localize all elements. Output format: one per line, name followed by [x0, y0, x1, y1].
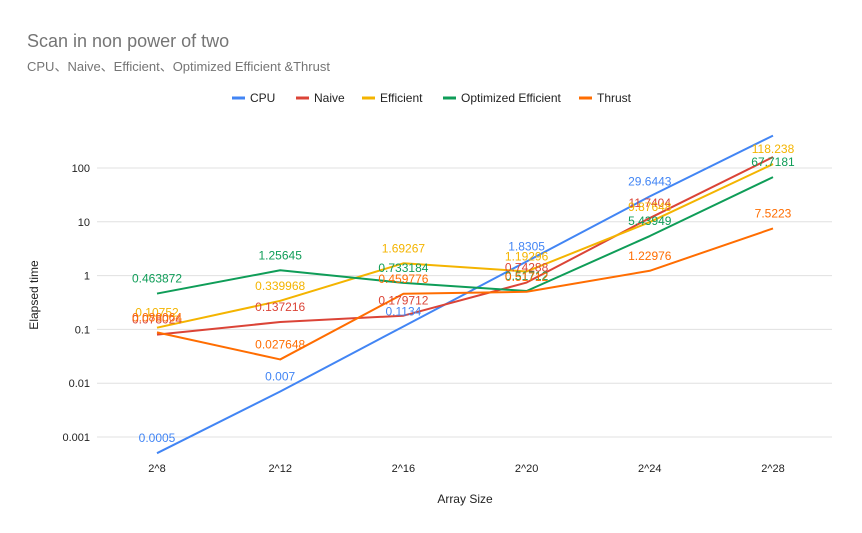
data-label: 1.19296: [505, 249, 549, 263]
series-line-naive: [156, 156, 774, 336]
y-axis-title: Elapsed time: [27, 260, 41, 330]
data-label: 29.6443: [628, 174, 672, 188]
data-label: 0.51712: [505, 269, 549, 283]
data-label: 0.733184: [378, 261, 428, 275]
data-label: 0.0005: [139, 431, 176, 445]
x-tick-label: 2^16: [392, 463, 416, 475]
legend-item: Optimized Efficient: [443, 91, 561, 105]
y-tick-label: 0.01: [69, 378, 90, 390]
x-tick-label: 2^20: [515, 463, 539, 475]
x-axis-ticks: 2^8 2^12 2^16 2^20 2^24 2^28: [148, 463, 784, 475]
legend: CPU Naive Efficient Optimized Efficient Thru…: [232, 91, 632, 105]
data-label: 1.69267: [382, 241, 426, 255]
data-label: 11.7404: [629, 196, 672, 210]
gridlines: [97, 167, 832, 438]
data-label: 0.179712: [378, 294, 428, 308]
x-tick-label: 2^8: [148, 463, 165, 475]
data-label: 0.51712: [505, 270, 549, 284]
data-labels: 0.00050.0070.11341.830529.64430.0780240.…: [132, 142, 795, 445]
data-label: 0.339968: [255, 279, 305, 293]
data-label: 5.43949: [628, 214, 672, 228]
legend-item: Thrust: [579, 91, 632, 105]
y-tick-label: 100: [72, 163, 90, 175]
legend-label: CPU: [250, 91, 275, 105]
data-label: 0.10752: [135, 306, 179, 320]
data-label: 0.088064: [132, 310, 182, 324]
series-line-optimized-efficient: [156, 176, 774, 295]
legend-item: CPU: [232, 91, 275, 105]
legend-label: Thrust: [597, 91, 632, 105]
y-tick-label: 1: [84, 271, 90, 283]
x-tick-label: 2^12: [268, 463, 292, 475]
y-tick-label: 10: [78, 217, 90, 229]
legend-item: Naive: [296, 91, 345, 105]
data-label: 7.5223: [755, 206, 792, 220]
legend-label: Naive: [314, 91, 345, 105]
data-label: 67.7181: [751, 155, 795, 169]
y-tick-label: 0.1: [75, 324, 90, 336]
data-label: 0.1134: [385, 304, 421, 318]
data-label: 1.22976: [628, 249, 672, 263]
data-label: 9.87648: [628, 200, 672, 214]
data-label: 0.078024: [132, 313, 182, 327]
series-line-thrust: [156, 227, 774, 361]
x-tick-label: 2^24: [638, 463, 662, 475]
data-label: 0.463872: [132, 272, 182, 286]
data-label: 1.8305: [508, 239, 545, 253]
data-label: 0.007: [265, 370, 295, 384]
x-tick-label: 2^28: [761, 463, 785, 475]
series-line-cpu: [156, 134, 774, 455]
y-tick-label: 0.001: [62, 432, 90, 444]
chart-title: Scan in non power of two: [27, 31, 229, 51]
data-label: 118.238: [752, 142, 795, 156]
plot-area: [156, 134, 774, 455]
data-label: 0.027648: [255, 337, 305, 351]
data-label: 0.459776: [378, 272, 428, 286]
legend-label: Optimized Efficient: [461, 91, 561, 105]
data-label: 0.137216: [255, 300, 305, 314]
legend-item: Efficient: [362, 91, 423, 105]
y-axis-ticks: 0.001 0.01 0.1 1 10 100: [62, 163, 90, 444]
x-axis-title: Array Size: [437, 492, 493, 506]
data-label: 0.74288: [505, 261, 549, 275]
data-label: 1.25645: [259, 248, 303, 262]
chart-subtitle: CPU、Naive、Efficient、Optimized Efficient …: [27, 59, 330, 74]
legend-label: Efficient: [380, 91, 423, 105]
series-line-efficient: [156, 163, 774, 329]
